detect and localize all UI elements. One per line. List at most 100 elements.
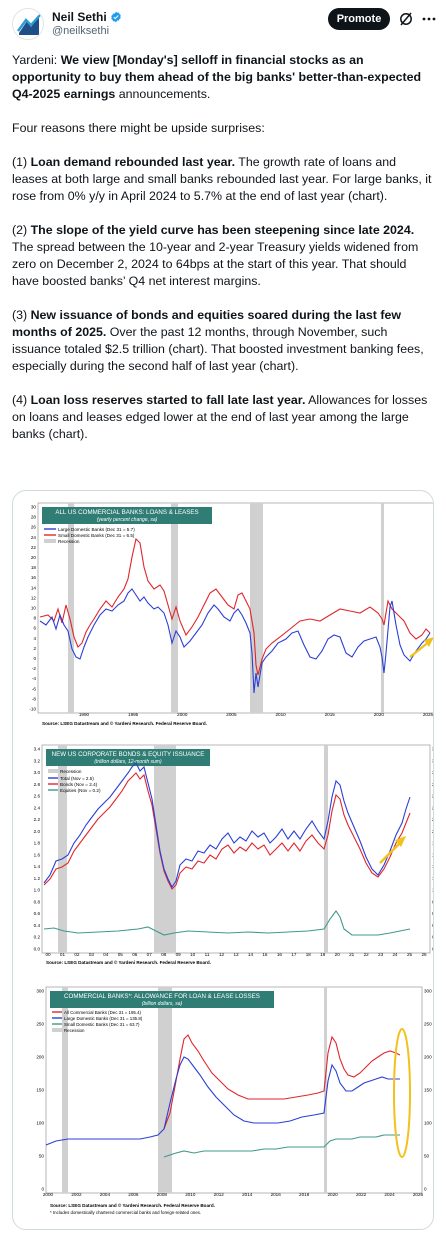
- x-tick-label: 09: [176, 952, 182, 957]
- x-tick-label: 2000: [177, 712, 188, 717]
- recession-bar: [381, 503, 384, 713]
- y-tick-label: 2.6: [34, 794, 41, 799]
- y-tick-label: 24: [31, 535, 37, 540]
- series-total: [43, 762, 411, 889]
- y-tick-label: 250: [36, 1022, 44, 1027]
- x-tick-label: 19: [320, 952, 326, 957]
- y-tick-label: 0.4: [432, 923, 434, 928]
- y-tick-label: 3.0: [432, 770, 434, 775]
- promote-button[interactable]: Promote: [328, 8, 390, 30]
- y-tick-label: -8: [32, 696, 37, 701]
- x-tick-label: 13: [233, 952, 239, 957]
- y-tick-label: -10: [29, 707, 36, 712]
- chart-source: Source: LSEG Datastream and © Yardeni Re…: [50, 1202, 215, 1208]
- y-tick-label: 26: [31, 525, 37, 530]
- media-card[interactable]: 30 30 28 28 26 26 24 24 22 22 20 20 18 18 16 16 14 14 12 12…: [12, 490, 434, 1230]
- avatar[interactable]: [12, 8, 44, 40]
- y-tick-label: 3.2: [34, 758, 41, 763]
- series-small-banks: [163, 1134, 400, 1158]
- y-tick-label: 150: [36, 1088, 44, 1093]
- tweet-paragraph-reason-2: (2) The slope of the yield curve has bee…: [12, 223, 419, 288]
- recession-bar: [68, 503, 74, 713]
- x-tick-label: 21: [349, 952, 355, 957]
- y-tick-label: 0.6: [432, 911, 434, 916]
- x-tick-label: 18: [306, 952, 312, 957]
- y-tick-label: 0.2: [432, 935, 434, 940]
- y-tick-label: 150: [424, 1088, 432, 1093]
- y-tick-label: -4: [32, 676, 37, 681]
- x-tick-label: 2016: [271, 1192, 282, 1197]
- tweet-paragraph-reasons: Four reasons there might be upside surpr…: [12, 121, 265, 135]
- author-handle[interactable]: @neilksethi: [52, 25, 110, 37]
- x-tick-label: 2026: [413, 1192, 424, 1197]
- recession-bar: [171, 503, 178, 713]
- y-tick-label: 1.0: [34, 888, 41, 893]
- highlight-circle: [393, 1028, 411, 1158]
- y-tick-label: 300: [36, 989, 44, 994]
- legend-small: Small Domestic Banks (Dec 31 = 6.5): [58, 533, 135, 538]
- x-tick-label: 2010: [185, 1192, 196, 1197]
- y-tick-label: 300: [424, 989, 432, 994]
- verified-badge-icon: [110, 11, 121, 23]
- y-tick-label: 1.6: [432, 852, 434, 857]
- legend-recession: Recession: [64, 1028, 85, 1033]
- y-tick-label: 2.2: [34, 817, 41, 822]
- x-tick-label: 2005: [226, 712, 237, 717]
- recession-bar: [158, 987, 172, 1193]
- recession-bar: [250, 503, 263, 713]
- x-tick-label: 2018: [299, 1192, 310, 1197]
- x-tick-label: 01: [60, 952, 66, 957]
- chart-loan-loss-allowance[interactable]: 300 300 250 250 200 200 150 150 100 100 50 50 0 0 200…: [28, 981, 434, 1223]
- x-tick-label: 2024: [384, 1192, 395, 1197]
- x-tick-label: 04: [103, 952, 109, 957]
- y-tick-label: 3.4: [34, 747, 41, 752]
- y-tick-label: 0: [424, 1187, 427, 1192]
- y-tick-label: 1.4: [432, 864, 434, 869]
- x-tick-label: 1990: [79, 712, 90, 717]
- tweet-text: Yardeni: We view [Monday's] selloff in f…: [12, 52, 434, 443]
- chart-source: Source: LSEG Datastream and © Yardeni Re…: [42, 720, 207, 726]
- x-tick-label: 2012: [214, 1192, 225, 1197]
- legend-large: Large Domestic Banks (Dec 31 = 135.8): [64, 1016, 143, 1021]
- x-tick-label: 02: [74, 952, 80, 957]
- y-tick-label: 2.6: [432, 794, 434, 799]
- tweet-paragraph-reason-1: (1) Loan demand rebounded last year. The…: [12, 155, 432, 203]
- grok-icon[interactable]: [398, 11, 414, 27]
- x-tick-label: 17: [291, 952, 297, 957]
- series-equities: [43, 910, 411, 936]
- y-tick-label: 2.4: [432, 805, 434, 810]
- x-tick-label: 16: [277, 952, 283, 957]
- y-tick-label: 1.2: [432, 876, 434, 881]
- y-tick-label: 0.0: [432, 947, 434, 952]
- author-name[interactable]: Neil Sethi: [52, 10, 107, 24]
- chart-bond-equity-issuance[interactable]: 3.4 3.4 3.2 3.2 3.0 3.0 2.8 2.8 2.6 2.6 2.4 2.4 2.2 2…: [28, 739, 434, 969]
- y-tick-label: 30: [31, 505, 37, 510]
- y-tick-label: 20: [31, 555, 37, 560]
- recession-bar: [58, 745, 67, 953]
- recession-bar: [324, 745, 328, 953]
- y-tick-label: 0.2: [34, 935, 41, 940]
- series-small-banks: [39, 537, 431, 676]
- x-tick-label: 2015: [325, 712, 336, 717]
- y-tick-label: 2: [33, 646, 36, 651]
- x-tick-label: 2014: [242, 1192, 253, 1197]
- author-name-row[interactable]: Neil Sethi: [52, 10, 122, 24]
- x-tick-label: 11: [205, 952, 210, 957]
- x-tick-label: 07: [147, 952, 153, 957]
- x-tick-label: 00: [45, 952, 51, 957]
- chart-title: ALL US COMMERCIAL BANKS: LOANS & LEASES: [55, 509, 198, 516]
- x-tick-label: 05: [118, 952, 124, 957]
- y-tick-label: 12: [31, 595, 37, 600]
- y-tick-label: 14: [31, 585, 37, 590]
- y-tick-label: 50: [39, 1154, 45, 1159]
- x-tick-label: 2022: [356, 1192, 367, 1197]
- chart-logo-icon: [13, 9, 43, 39]
- x-tick-label: 2008: [157, 1192, 168, 1197]
- chart-title: COMMERCIAL BANKS*: ALLOWANCE FOR LOAN & …: [64, 993, 260, 1000]
- y-tick-label: 16: [31, 575, 37, 580]
- y-tick-label: 3.4: [432, 747, 434, 752]
- more-icon[interactable]: [422, 13, 436, 25]
- y-tick-label: 100: [424, 1121, 432, 1126]
- y-tick-label: 2.4: [34, 805, 41, 810]
